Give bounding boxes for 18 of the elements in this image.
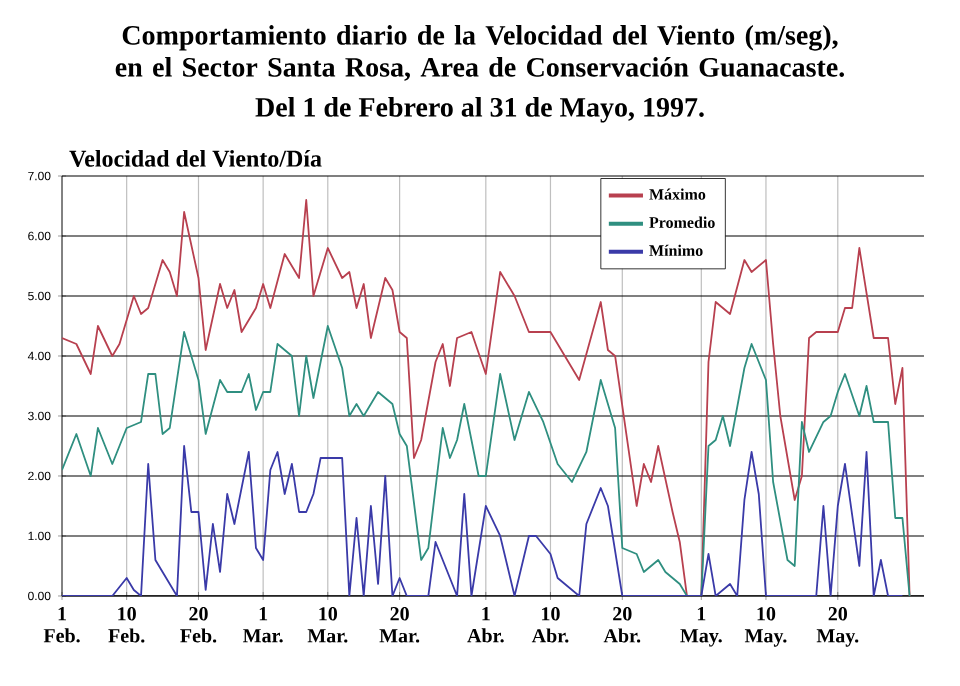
x-tick-label: 1 Mar.: [243, 607, 283, 643]
x-tick-label: 10 Abr.: [531, 607, 569, 643]
x-tick-label: 10 May.: [744, 607, 787, 647]
chart-title: Comportamiento diario de la Velocidad del Viento (m/seg), en el Sector Santa Rosa, Area de Conservación Guanacaste.: [115, 25, 845, 81]
x-tick-label: 1 Feb.: [43, 607, 80, 643]
x-tick-label: 1 Abr.: [467, 607, 504, 643]
x-tick-label: 20 Abr.: [603, 607, 641, 643]
chart-subtitle: Del 1 de Febrero al 31 de Mayo, 1997.: [255, 97, 704, 123]
y-axis-title: Velocidad del Viento/Día: [69, 149, 322, 167]
legend-label: Promedio: [649, 216, 715, 228]
x-tick-label: 10 Feb.: [108, 607, 145, 643]
x-tick-label: 20 Mar.: [379, 607, 420, 643]
x-tick-label: 20 May.: [816, 607, 859, 647]
legend-label: Mínimo: [649, 244, 703, 256]
x-tick-label: 20 Feb.: [180, 607, 217, 643]
x-tick-label: 10 Mar.: [307, 607, 348, 643]
x-tick-label: 1 May.: [680, 607, 722, 647]
legend-label: Máximo: [649, 188, 706, 200]
